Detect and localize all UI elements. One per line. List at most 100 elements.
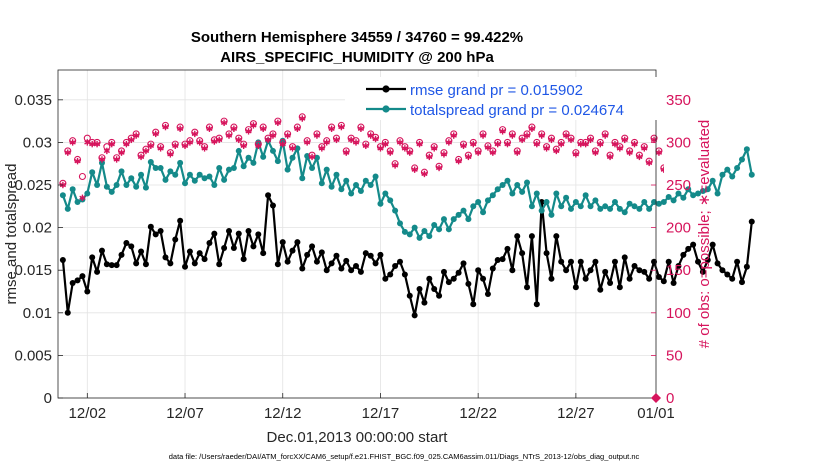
totalspread-point: [338, 186, 345, 193]
rmse-point: [113, 262, 120, 269]
rmse-point: [323, 267, 330, 274]
totalspread-point: [543, 199, 550, 206]
rmse-point: [387, 271, 394, 278]
rmse-point: [382, 275, 389, 282]
totalspread-point: [548, 211, 555, 218]
obs-evaluated-marker: [216, 136, 223, 144]
totalspread-point: [465, 216, 472, 223]
y-tick-label: 0.005: [14, 347, 52, 364]
rmse-point: [230, 245, 237, 252]
rmse-point: [313, 258, 320, 265]
obs-evaluated-marker: [421, 170, 428, 178]
rmse-point: [440, 268, 447, 275]
totalspread-point: [74, 199, 81, 206]
rmse-point: [597, 286, 604, 293]
totalspread-point: [445, 226, 452, 233]
obs-evaluated-marker: [167, 151, 174, 158]
totalspread-point: [113, 182, 120, 189]
rmse-point: [445, 279, 452, 286]
totalspread-point: [699, 187, 706, 194]
totalspread-point: [655, 200, 662, 207]
legend-box: [345, 77, 657, 120]
obs-evaluated-marker: [475, 149, 482, 156]
obs-evaluated-marker: [387, 149, 394, 156]
obs-evaluated-marker: [715, 141, 721, 147]
rmse-point: [172, 236, 179, 243]
obs-evaluated-marker: [269, 132, 277, 139]
rmse-point: [695, 258, 702, 265]
obs-possible-marker: [675, 156, 681, 162]
totalspread-point: [323, 166, 330, 173]
rmse-point: [103, 261, 110, 268]
rmse-point: [680, 251, 687, 258]
totalspread-point: [133, 183, 140, 190]
rmse-point: [416, 285, 423, 292]
rmse-point: [558, 258, 565, 265]
y-tick-label: 0.03: [23, 134, 52, 151]
obs-possible-marker: [734, 139, 740, 145]
totalspread-point: [353, 182, 360, 189]
rmse-point: [436, 292, 443, 299]
chart-subtitle: AIRS_SPECIFIC_HUMIDITY @ 200 hPa: [220, 49, 494, 66]
obs-evaluated-marker: [289, 145, 296, 152]
rmse-point: [225, 228, 232, 235]
rmse-point: [709, 241, 716, 248]
totalspread-point: [230, 164, 237, 171]
totalspread-point: [704, 186, 711, 193]
obs-possible-marker: [685, 169, 691, 175]
obs-evaluated-marker: [734, 141, 740, 147]
totalspread-point: [172, 171, 179, 178]
totalspread-point: [597, 205, 604, 212]
obs-evaluated-marker: [631, 140, 638, 148]
x-tick-label: 12/12: [264, 405, 302, 422]
totalspread-point: [157, 164, 164, 171]
totalspread-point: [328, 183, 335, 190]
legend-label-totalspread: totalspread grand pr = 0.024674: [410, 102, 624, 119]
obs-possible-marker: [724, 127, 730, 133]
rmse-point: [631, 262, 638, 269]
obs-evaluated-marker: [274, 119, 281, 127]
obs-evaluated-marker: [235, 136, 242, 144]
y-tick-label: 0.015: [14, 262, 52, 279]
rmse-point: [318, 249, 325, 256]
rmse-point: [401, 271, 408, 278]
rmse-point: [377, 251, 384, 258]
rmse-point: [729, 275, 736, 282]
totalspread-point: [211, 182, 218, 189]
rmse-point: [748, 218, 755, 225]
obs-evaluated-marker: [621, 136, 628, 144]
rmse-point: [333, 252, 340, 259]
obs-evaluated-marker: [626, 149, 633, 156]
obs-evaluated-marker: [484, 144, 492, 151]
totalspread-point: [411, 224, 418, 231]
y-tick-label: 0.01: [23, 305, 52, 322]
rmse-point: [343, 257, 350, 264]
totalspread-point: [221, 176, 228, 183]
rmse-point: [191, 260, 198, 267]
legend-marker-totalspread: [382, 105, 390, 113]
obs-evaluated-marker: [494, 140, 501, 148]
y-right-tick-label: 50: [666, 347, 683, 364]
obs-evaluated-marker: [313, 132, 321, 139]
legend-label-rmse: rmse grand pr = 0.015902: [410, 82, 583, 99]
rmse-point: [284, 258, 291, 265]
totalspread-point: [84, 190, 91, 197]
obs-evaluated-marker: [79, 194, 86, 201]
obs-evaluated-marker: [172, 142, 179, 150]
rmse-point: [489, 265, 496, 272]
totalspread-point: [421, 228, 428, 235]
rmse-point: [675, 262, 682, 269]
rmse-point: [514, 233, 521, 240]
totalspread-point: [714, 190, 721, 197]
obs-evaluated-marker: [367, 132, 374, 139]
totalspread-point: [509, 190, 516, 197]
obs-evaluated-marker: [646, 159, 653, 167]
obs-evaluated-marker: [572, 151, 579, 158]
obs-evaluated-marker: [582, 140, 589, 148]
obs-evaluated-marker: [450, 132, 457, 139]
rmse-point: [494, 256, 501, 263]
obs-evaluated-marker: [440, 151, 448, 158]
rmse-point: [685, 245, 692, 252]
x-tick-label: 12/02: [69, 405, 107, 422]
rmse-point: [602, 268, 609, 275]
